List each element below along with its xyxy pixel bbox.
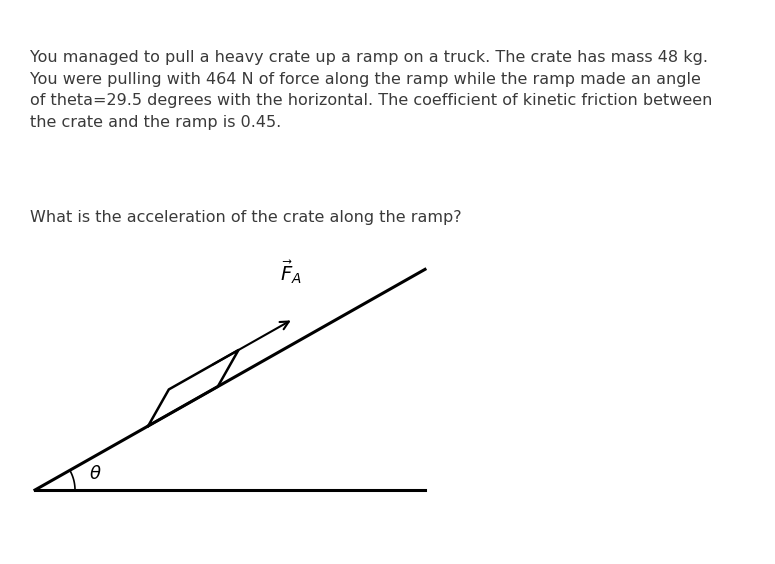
Text: $\vec{F}_A$: $\vec{F}_A$ — [280, 258, 301, 286]
Text: You managed to pull a heavy crate up a ramp on a truck. The crate has mass 48 kg: You managed to pull a heavy crate up a r… — [30, 50, 712, 130]
Text: What is the acceleration of the crate along the ramp?: What is the acceleration of the crate al… — [30, 210, 462, 225]
Text: $\theta$: $\theta$ — [88, 465, 102, 483]
